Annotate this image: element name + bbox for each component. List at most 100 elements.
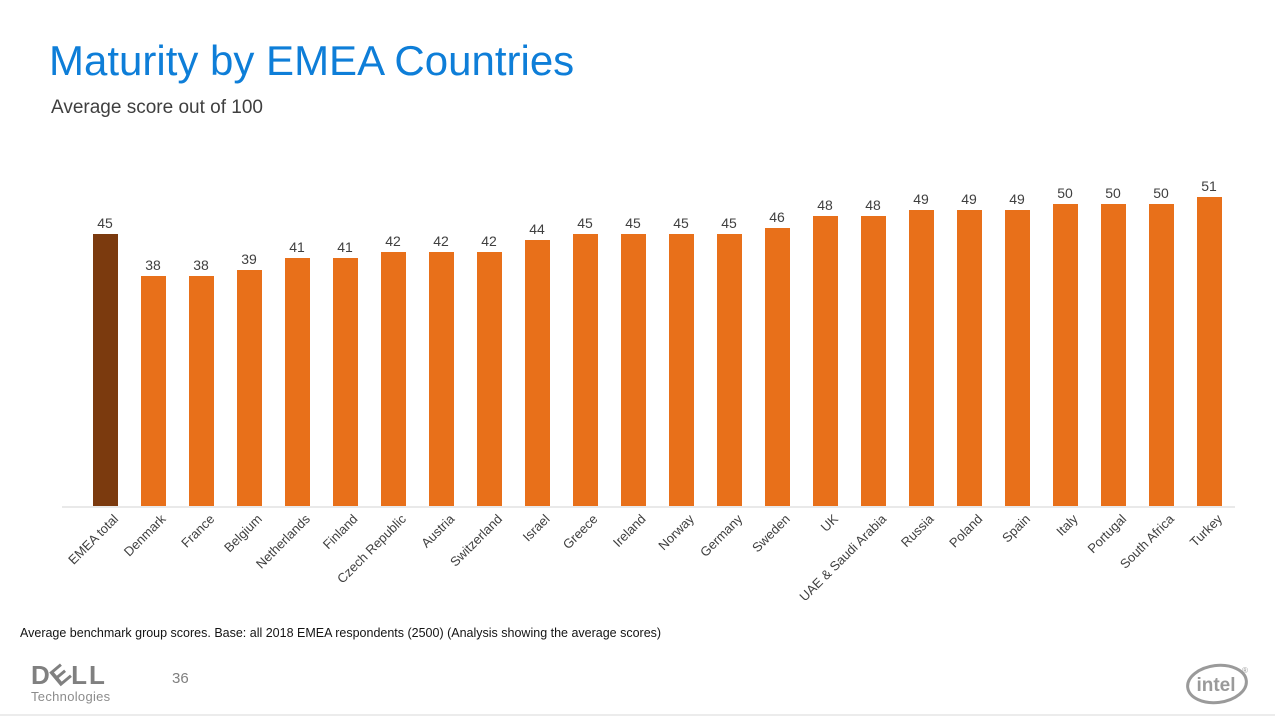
x-axis-label: Ireland [610,511,649,551]
bar-group: 45 EMEA total [65,166,129,568]
bar [812,215,838,506]
bar-value-label: 42 [481,232,497,249]
bar [140,276,166,506]
dell-letter-d: D [31,660,52,690]
bar-group: 42 Czech Republic [334,166,417,586]
x-axis-label: Poland [945,511,985,551]
bar [476,251,502,506]
bar-value-label: 38 [193,257,209,274]
intel-registered-mark: ® [1242,666,1248,675]
bar-group: 44 Israel [513,166,561,545]
bar-value-label: 44 [529,220,545,237]
bar [1148,203,1174,506]
bar-group: 46 Sweden [749,166,801,555]
bar [716,233,742,506]
footnote: Average benchmark group scores. Base: al… [20,626,662,640]
bar-value-label: 45 [577,214,593,231]
bar-value-label: 50 [1153,184,1169,201]
x-axis-label: Italy [1053,511,1081,539]
bar-group: 41 Finland [320,166,369,552]
bar-group: 39 Belgium [221,166,273,555]
x-axis-label: UAE & Saudi Arabia [796,511,889,605]
bar-group: 42 Switzerland [447,166,513,570]
bar-value-label: 45 [721,214,737,231]
bar-value-label: 50 [1057,184,1073,201]
bar [1052,203,1078,506]
bar [1004,209,1030,506]
bar-group: 50 South Africa [1117,166,1185,572]
bar-group: 50 Portugal [1084,166,1137,557]
bar-value-label: 45 [97,214,113,231]
x-axis-label: Russia [898,511,937,551]
bar-value-label: 46 [769,208,785,225]
bar [188,276,214,506]
intel-logo: intel ® [1186,663,1250,710]
chart-plot-area: 45 EMEA total 38 Denmark 38 France 39 Belgium 41… [65,166,1233,605]
page-number: 36 [172,670,189,687]
bar [236,270,262,506]
bar-value-label: 48 [817,196,833,213]
bar-group: 51 Turkey [1185,166,1233,549]
bar-value-label: 42 [433,232,449,249]
page-subtitle: Average score out of 100 [51,97,263,118]
bar [1100,203,1126,506]
bar [620,233,646,506]
intel-logo-text: intel [1196,675,1235,696]
x-axis-label: Norway [655,511,697,554]
x-axis-label: Turkey [1186,511,1225,550]
bar-group: 49 Spain [993,166,1041,546]
bar [524,239,550,506]
bar-group: 45 Ireland [609,166,657,550]
bar [92,233,118,506]
bar [764,227,790,506]
x-axis-label: Austria [417,511,457,551]
bar-group: 50 Italy [1041,166,1089,539]
bar-group: 49 Poland [945,166,993,551]
dell-technologies-logo: DELL Technologies [31,657,111,703]
x-axis-label: Sweden [749,511,793,556]
bar-value-label: 48 [865,196,881,213]
bar [1196,197,1222,506]
x-axis-label: EMEA total [64,511,121,568]
x-axis-label: Denmark [120,511,169,560]
bar-value-label: 39 [241,251,257,268]
bar [284,257,310,506]
bar-value-label: 41 [289,238,305,255]
x-axis-label: Spain [998,511,1033,546]
bar [860,215,886,506]
bar [908,209,934,506]
bar-group: 41 Netherlands [253,166,321,572]
bar-group: 45 Norway [655,166,705,553]
bar-value-label: 45 [673,214,689,231]
bar [332,257,358,506]
bar [380,251,406,506]
bar [668,233,694,506]
dell-letters-ll: LL [71,660,107,690]
dell-logo-wordmark: DELL [31,657,111,692]
intel-logo-icon: intel ® [1186,663,1248,705]
bar-value-label: 51 [1201,178,1217,195]
bar-value-label: 42 [385,232,401,249]
bar-group: 38 Denmark [121,166,177,559]
x-axis-label: Belgium [221,511,265,556]
bar-value-label: 49 [913,190,929,207]
x-axis-label: Israel [519,511,553,545]
bar-value-label: 45 [625,214,641,231]
x-axis-label: Finland [320,511,361,553]
bar-group: 45 Germany [696,166,753,560]
x-axis-line [62,506,1235,508]
bar-value-label: 49 [1009,190,1025,207]
bar-group: 48 UAE & Saudi Arabia [796,166,897,605]
bar [428,251,454,506]
bar-value-label: 50 [1105,184,1121,201]
bar-group: 49 Russia [897,166,945,550]
bar-value-label: 49 [961,190,977,207]
x-axis-label: UK [817,511,841,535]
x-axis-label: Portugal [1084,511,1129,557]
bar [956,209,982,506]
bar [572,233,598,506]
bar-group: 42 Austria [417,166,465,551]
bar-group: 38 France [177,166,225,550]
